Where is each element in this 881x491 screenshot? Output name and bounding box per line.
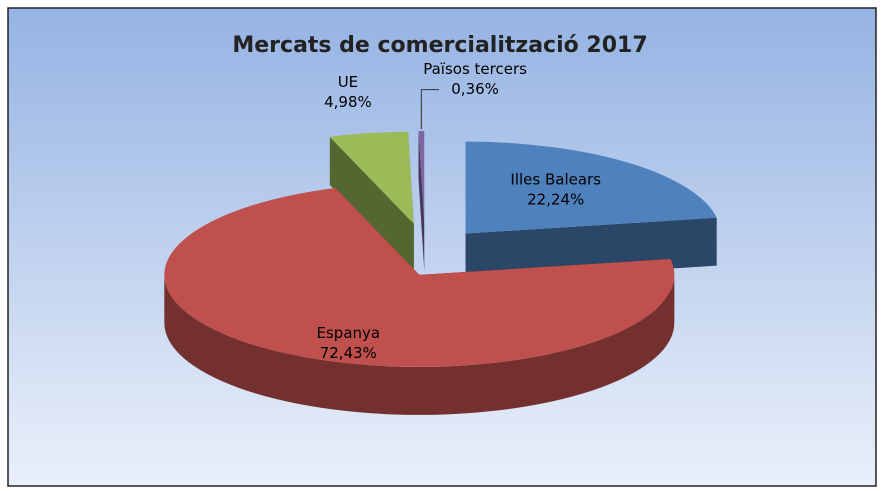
slice: Illes Balears 22,24% [465,141,717,282]
slice-value-label: 4,98% [324,93,372,111]
pie: Països tercers 0,36% UE 4,98% Illes Balears 2… [164,60,717,415]
slice-top [164,188,675,367]
slice-label: UE [338,73,358,91]
slice-value-label: 72,43% [320,344,377,362]
slice-top [329,131,414,224]
slice-side [418,131,425,272]
slice-label: Països tercers [423,60,527,78]
slice-top [465,141,717,234]
slice-value-label: 22,24% [527,190,584,208]
leader-line [420,89,440,130]
slice-label: Espanya [317,324,381,342]
chart-title: Mercats de comercialització 2017 [232,33,647,58]
slice-side [329,136,414,272]
slice: UE 4,98% [324,73,414,272]
slice-top [418,131,425,224]
slice: Espanya 72,43% [164,188,675,415]
slice-label: Illes Balears [510,170,601,188]
slice: Països tercers 0,36% [418,60,527,272]
slice-value-label: 0,36% [451,80,499,98]
slice-wall [164,274,675,415]
